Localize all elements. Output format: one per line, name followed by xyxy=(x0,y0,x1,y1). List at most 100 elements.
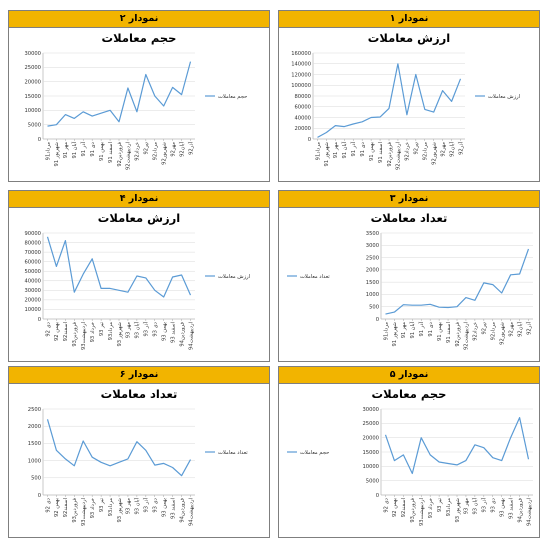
x-tick-label: آذر92 xyxy=(525,321,532,334)
x-tick-label: آذر 91 xyxy=(350,141,357,156)
chart-title: تعداد معاملات xyxy=(370,211,448,225)
x-tick-label: مهر 91 xyxy=(63,142,69,159)
x-tick-label: شهریور92 xyxy=(162,142,168,165)
x-tick-label: مرداد91 xyxy=(315,142,321,161)
panel-header: نمودار ۱ xyxy=(279,11,539,28)
y-tick-label: 100000 xyxy=(291,83,311,89)
x-tick-label: بهمن 92 xyxy=(54,322,60,341)
x-tick-label: مهر92 xyxy=(508,322,514,337)
x-tick-label: فروردین92 xyxy=(117,141,123,166)
panel-chart-5: نمودار ۵ حجم معاملات 0 5000 10000 15000 2000… xyxy=(278,366,540,538)
y-tick-label: 1500 xyxy=(28,441,41,447)
y-tick-label: 60000 xyxy=(294,105,311,111)
y-tick-label: 80000 xyxy=(294,94,311,100)
x-tick-label: خرداد 93 xyxy=(428,498,434,518)
y-tick-label: 500 xyxy=(369,305,379,311)
x-tick-label: مهر 91 xyxy=(333,142,339,159)
chart-svg: 0 10000 20000 30000 40000 50000 60000 70000 8000… xyxy=(24,231,250,350)
x-tick-label: فروردین94 xyxy=(179,321,185,346)
x-tick-label: فروردین92 xyxy=(387,141,393,166)
x-tick-label: خرداد92 xyxy=(135,142,141,161)
x-tick-label: مرداد91 xyxy=(45,142,51,161)
x-tick-label: شهریور 93 xyxy=(117,498,123,523)
legend-label: حجم معاملات xyxy=(218,94,247,100)
x-tick-label: فروردین93 xyxy=(72,321,78,346)
y-tick-label: 0 xyxy=(376,317,379,323)
y-tick-label: 10000 xyxy=(362,464,379,470)
x-tick-label: خرداد92 xyxy=(473,322,479,341)
y-tick-label: 0 xyxy=(38,317,41,323)
y-tick-label: 0 xyxy=(38,493,41,499)
series-line xyxy=(317,63,462,138)
x-tick-label: اردیبهشت92 xyxy=(464,322,470,350)
x-tick-label: اسفند 91 xyxy=(446,322,452,343)
x-tick-label: دی 91 xyxy=(428,321,434,336)
chart-svg: 0500100015002000250030003500مرداد91شهریو… xyxy=(287,231,533,350)
chart-title: تعداد معاملات xyxy=(100,387,178,401)
x-tick-label: اسفند 93 xyxy=(170,498,176,519)
y-tick-label: 10000 xyxy=(24,307,41,313)
x-tick-label: فروردین93 xyxy=(410,497,416,522)
x-tick-label: اسفند92 xyxy=(63,322,69,341)
x-tick-label: بهمن 93 xyxy=(162,322,168,341)
x-tick-label: اسفند92 xyxy=(401,498,407,517)
x-tick-label: دی 91 xyxy=(360,141,366,156)
x-tick-label: مرداد92 xyxy=(491,322,497,341)
x-tick-label: آذر 91 xyxy=(80,141,87,156)
x-tick-label: اسفند 93 xyxy=(508,498,514,519)
legend-label: حجم معاملات xyxy=(300,450,329,456)
y-tick-label: 160000 xyxy=(291,51,311,57)
x-tick-label: آبان 91 xyxy=(71,141,78,158)
x-tick-label: خرداد92 xyxy=(405,142,411,161)
y-tick-label: 5000 xyxy=(28,122,41,128)
x-tick-label: شهریور 91 xyxy=(392,322,398,347)
x-tick-label: آبان92 xyxy=(448,141,455,156)
x-tick-label: آذر 93 xyxy=(481,497,488,512)
x-tick-label: اردیبهشت93 xyxy=(419,498,425,526)
chart-svg: 0 20000 40000 60000 80000 100000 120000 140000 1… xyxy=(291,51,520,170)
y-tick-label: 1000 xyxy=(366,292,379,298)
y-tick-label: 140000 xyxy=(291,62,311,68)
y-tick-label: 2500 xyxy=(366,255,379,261)
x-tick-label: مهر 91 xyxy=(401,322,407,339)
panel-header: نمودار ۴ xyxy=(9,191,269,208)
x-tick-label: آبان 93 xyxy=(134,321,141,338)
y-tick-label: 40000 xyxy=(24,279,41,285)
x-tick-label: بهمن 93 xyxy=(162,498,168,517)
y-tick-label: 3000 xyxy=(366,243,379,249)
y-tick-label: 25000 xyxy=(24,65,41,71)
y-tick-label: 120000 xyxy=(291,72,311,78)
y-tick-label: 20000 xyxy=(362,435,379,441)
x-tick-label: بهمن 93 xyxy=(500,498,506,517)
x-tick-label: دی 93 xyxy=(153,497,159,512)
series-line xyxy=(384,416,530,475)
y-tick-label: 2000 xyxy=(366,268,379,274)
y-tick-label: 50000 xyxy=(24,269,41,275)
x-tick-label: آبان 91 xyxy=(341,141,348,158)
y-tick-label: 20000 xyxy=(24,298,41,304)
x-tick-label: تیر 93 xyxy=(99,497,105,512)
x-tick-label: فروردین92 xyxy=(455,321,461,346)
x-tick-label: شهریور 91 xyxy=(54,142,60,167)
x-tick-label: شهریور 93 xyxy=(455,498,461,523)
x-tick-label: بهمن 92 xyxy=(54,498,60,517)
x-tick-label: آبان 91 xyxy=(409,321,416,338)
x-tick-label: تیر92 xyxy=(144,141,150,154)
x-tick-label: آذر92 xyxy=(187,141,194,154)
y-tick-label: 40000 xyxy=(294,115,311,121)
x-tick-label: بهمن 91 xyxy=(369,142,375,161)
panel-chart-3: نمودار ۳ تعداد معاملات 0 500 1000 1500 2000 2… xyxy=(278,190,540,362)
x-tick-label: اردیبهشت93 xyxy=(81,322,87,350)
x-tick-label: خرداد 93 xyxy=(90,322,96,342)
x-tick-label: دی 93 xyxy=(491,497,497,512)
x-tick-label: مرداد92 xyxy=(153,142,159,161)
panel-chart-6: نمودار ۶ تعداد معاملات 0 500 1000 1500 2000 2… xyxy=(8,366,270,538)
panel-chart-2: نمودار ۲ حجم معاملات 0 5000 10000 15000 2000… xyxy=(8,10,270,182)
y-tick-label: 15000 xyxy=(362,450,379,456)
y-tick-label: 80000 xyxy=(24,240,41,246)
x-tick-label: تیر 93 xyxy=(99,321,105,336)
x-tick-label: اردیبهشت92 xyxy=(126,142,132,170)
x-tick-label: اردیبهشت92 xyxy=(396,142,402,170)
x-tick-label: آبان92 xyxy=(178,141,185,156)
